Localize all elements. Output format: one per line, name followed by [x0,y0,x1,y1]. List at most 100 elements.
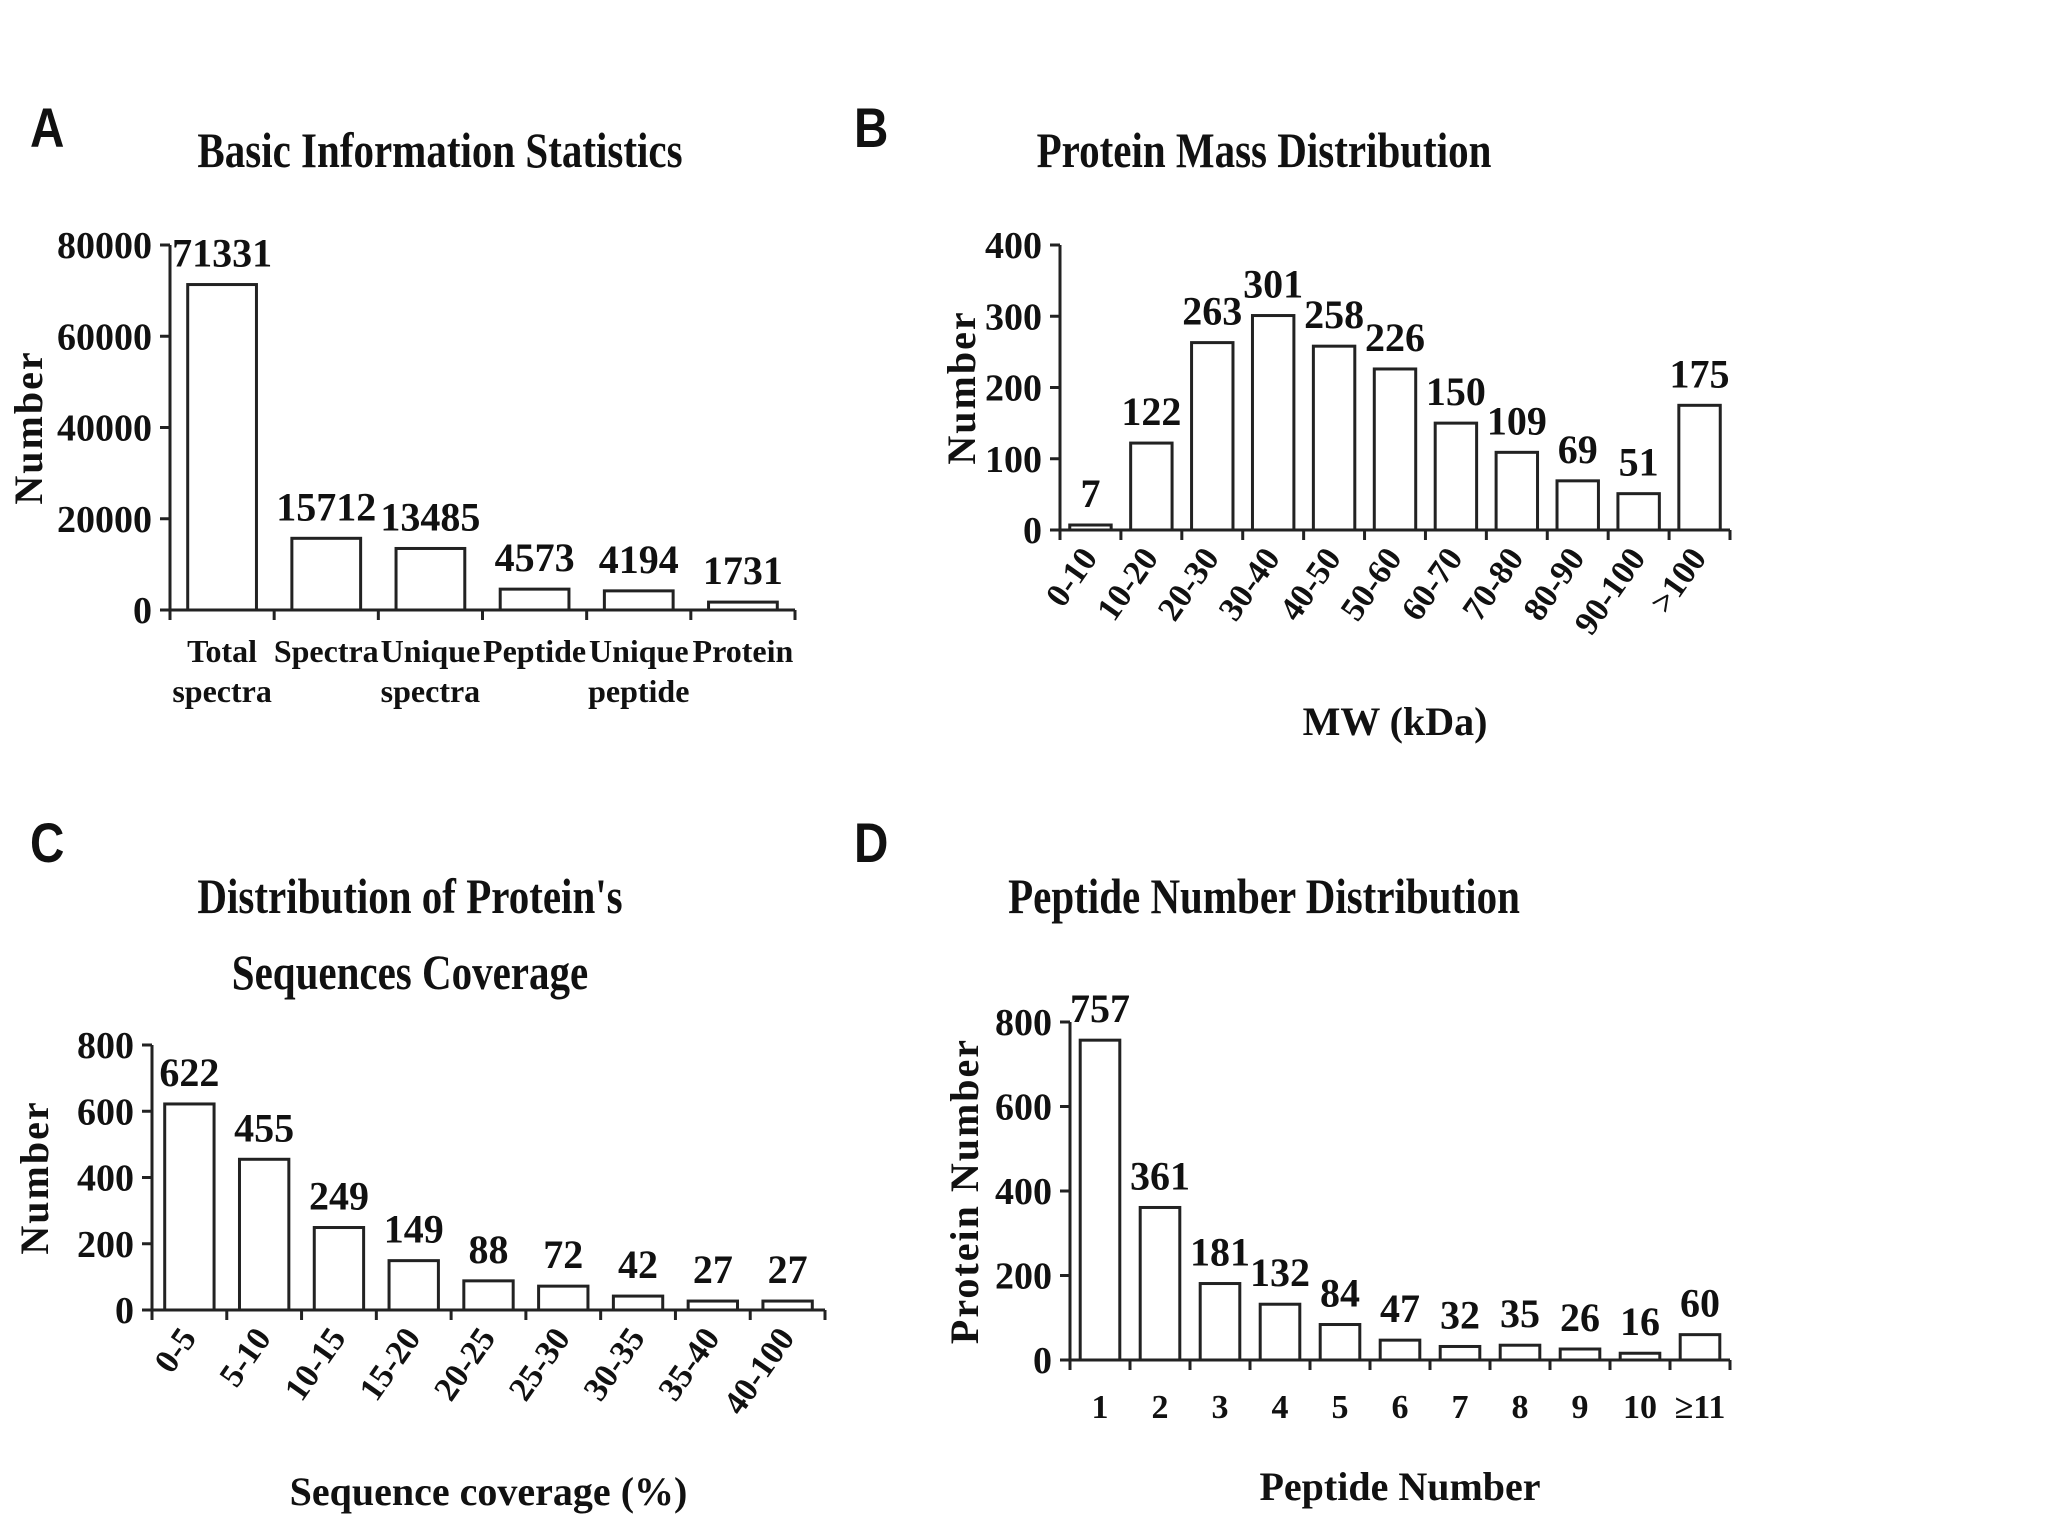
x-tick-label: 7 [1452,1389,1469,1426]
bar-value-label: 15712 [276,484,376,529]
x-tick-label: 30-35 [577,1321,653,1407]
bar-value-label: 7 [1080,471,1100,516]
y-tick-label: 200 [995,1256,1052,1298]
bar-value-label: 149 [384,1207,444,1252]
bar-value-label: 35 [1500,1291,1540,1336]
bar [1258,1302,1302,1362]
bar [1498,1343,1542,1362]
x-tick-label: Total spectra [172,633,272,709]
x-tick-label: 10-20 [1090,541,1166,627]
x-tick-label: 4 [1272,1389,1289,1426]
x-tick-label: 3 [1212,1389,1229,1426]
bar [1129,441,1174,532]
bar-value-label: 1731 [703,548,783,593]
bar [1068,523,1113,532]
x-tick-label: Unique peptide [588,633,689,709]
bar-value-label: 109 [1487,398,1547,443]
y-tick-label: 200 [985,368,1042,410]
y-axis-title: Number [939,310,984,464]
bar-chart-b: 010020030040070-1012210-2026320-3030130-… [939,225,1732,744]
x-tick-label: 25-30 [502,1321,578,1407]
bar [186,283,258,612]
y-tick-label: 80000 [57,225,152,267]
bar [394,546,467,612]
bar [761,1299,814,1312]
bar-value-label: 175 [1670,351,1730,396]
bar-value-label: 249 [309,1174,369,1219]
bar [1678,1333,1722,1362]
bar [602,589,675,612]
y-axis-title: Protein Number [942,1038,987,1344]
bar-value-label: 32 [1440,1292,1480,1337]
bar-value-label: 455 [234,1105,294,1150]
y-tick-label: 200 [77,1224,134,1266]
bar [498,587,571,612]
y-tick-label: 0 [115,1290,134,1332]
x-tick-label: Peptide [483,633,586,669]
bar [1433,421,1479,532]
bar-value-label: 226 [1365,315,1425,360]
x-tick-label: 15-20 [352,1321,428,1407]
x-tick-label: 35-40 [652,1321,728,1407]
bar-value-label: 60 [1680,1281,1720,1326]
x-tick-label: 10 [1623,1389,1657,1426]
bar [1438,1344,1482,1362]
y-axis-title: Number [6,350,51,504]
x-axis-title: Peptide Number [1259,1464,1540,1509]
y-axis-title: Number [12,1100,57,1254]
y-tick-label: 400 [77,1158,134,1200]
bar [1078,1038,1122,1362]
x-tick-label: 6 [1392,1389,1409,1426]
x-tick-label: 5 [1332,1389,1349,1426]
y-tick-label: 800 [77,1025,134,1067]
y-tick-label: 60000 [57,316,152,358]
chart-title: Peptide Number Distribution [1008,868,1520,924]
y-tick-label: 400 [995,1171,1052,1213]
panel-letter: B [854,96,889,159]
bar-value-label: 88 [469,1227,509,1272]
bar [707,600,779,612]
x-tick-label: >100 [1643,541,1714,620]
bar-value-label: 4573 [495,535,575,580]
y-tick-label: 0 [133,590,152,632]
y-tick-label: 800 [995,1002,1052,1044]
y-tick-label: 0 [1033,1340,1052,1382]
y-tick-label: 0 [1023,510,1042,552]
bar-value-label: 16 [1620,1299,1660,1344]
bar [537,1284,590,1312]
panel-letter: D [854,811,889,874]
x-tick-label: Unique spectra [381,633,481,709]
chart-panel-c: C Distribution of Protein's Sequences Co… [0,770,840,1530]
y-tick-label: 20000 [57,499,152,541]
x-tick-label: 70-80 [1456,541,1532,627]
chart-title: Basic Information Statistics [197,122,683,178]
x-tick-label: ≥11 [1675,1389,1726,1426]
x-tick-label: 60-70 [1395,541,1471,627]
bar [1372,367,1418,532]
x-tick-label: Spectra [274,633,379,669]
bar-value-label: 4194 [599,537,679,582]
bar-value-label: 84 [1320,1271,1360,1316]
x-tick-label: 2 [1152,1389,1169,1426]
bar [312,1226,366,1312]
bar-value-label: 757 [1070,986,1130,1031]
chart-panel-a: A Basic Information Statistics 0 20000 400… [0,0,840,760]
bar [1250,314,1296,532]
chart-panel-b: B Protein Mass Distribution 0 100 200 300 40… [824,0,1732,760]
bar-value-label: 361 [1130,1153,1190,1198]
bar [1618,1351,1662,1362]
bar-value-label: 71331 [172,231,272,276]
bar-value-label: 132 [1250,1250,1310,1295]
bar [1558,1347,1602,1362]
x-tick-label: 8 [1512,1389,1529,1426]
x-tick-label: 30-40 [1212,541,1288,627]
bar-value-label: 72 [543,1232,583,1277]
y-tick-label: 100 [985,439,1042,481]
y-tick-label: 300 [985,296,1042,338]
x-tick-label: 1 [1092,1389,1109,1426]
y-tick-label: 400 [985,225,1042,267]
bar-value-label: 301 [1243,262,1303,307]
bar-value-label: 27 [693,1247,733,1292]
bar [1494,450,1540,532]
chart-panel-d: D Peptide Number Distribution 0 200 400 600… [824,770,1732,1530]
